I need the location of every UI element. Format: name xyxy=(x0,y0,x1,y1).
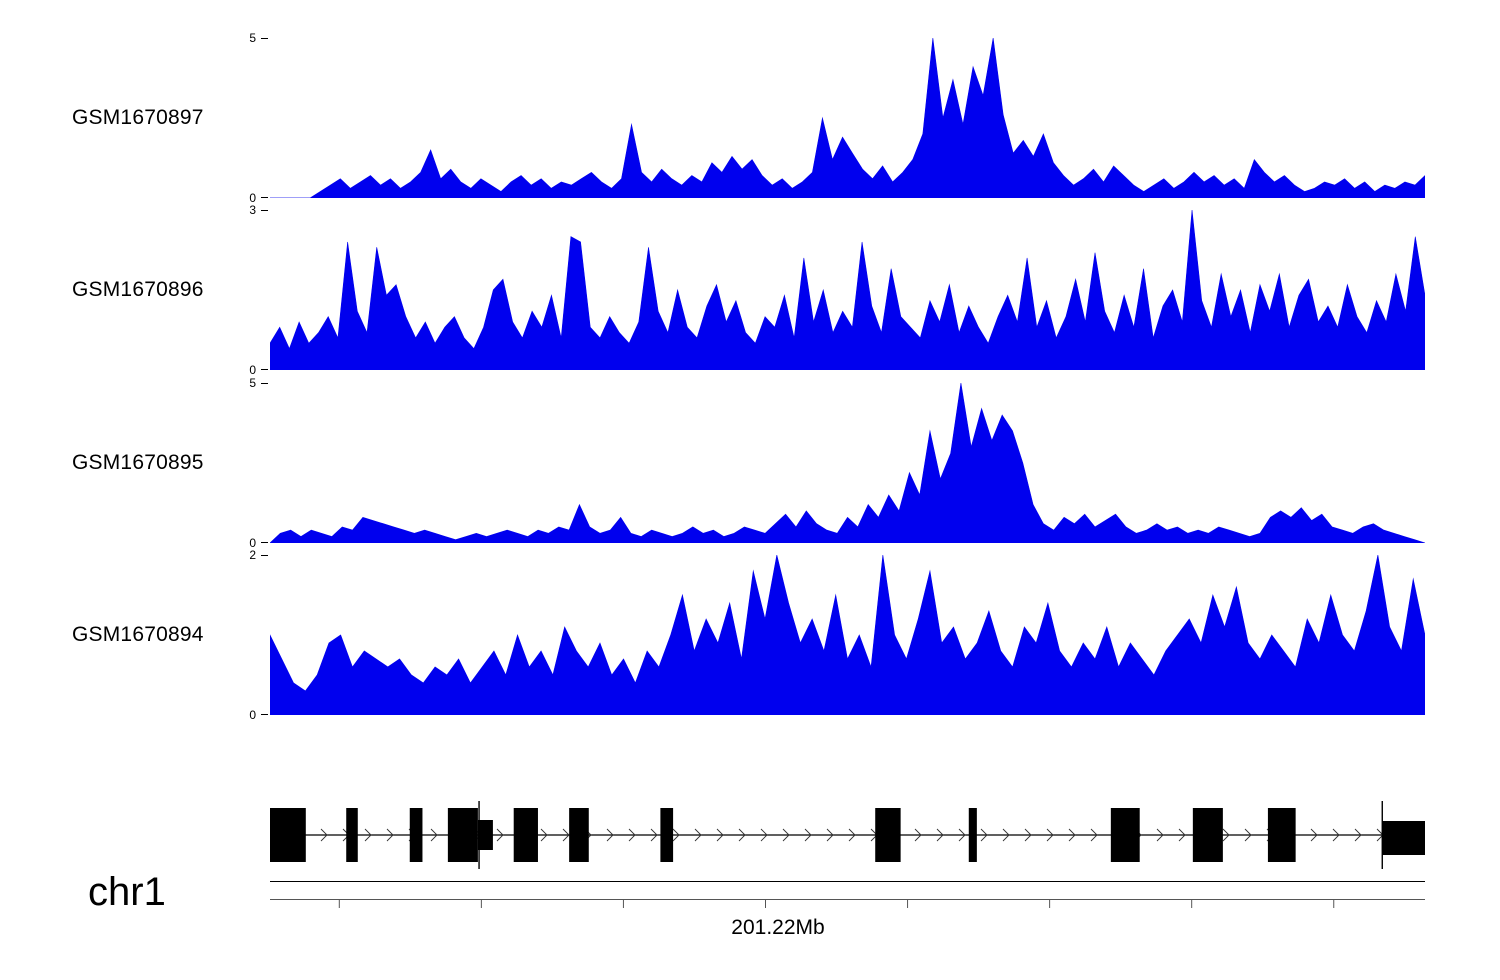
y-axis-tick-mark xyxy=(261,369,268,370)
coverage-track: GSM1670897 5 0 xyxy=(0,32,1500,204)
y-axis-tick-mark xyxy=(261,210,268,211)
y-axis-tick-mark xyxy=(261,555,268,556)
coverage-area-svg xyxy=(270,383,1425,543)
coverage-area-svg xyxy=(270,210,1425,370)
coverage-area-svg xyxy=(270,38,1425,198)
y-axis-max-label: 2 xyxy=(249,548,256,562)
gene-track-separator-line xyxy=(270,881,1425,882)
y-axis-max-label: 3 xyxy=(249,203,256,217)
y-axis-max-label: 5 xyxy=(249,376,256,390)
y-axis-tick-mark xyxy=(261,38,268,39)
coverage-track: GSM1670894 2 0 xyxy=(0,549,1500,721)
coverage-track: GSM1670895 5 0 xyxy=(0,377,1500,549)
genome-axis-svg xyxy=(270,899,1425,908)
track-label: GSM1670894 xyxy=(72,623,204,646)
y-axis-tick-mark xyxy=(261,197,268,198)
y-axis-zero-label: 0 xyxy=(249,363,256,377)
y-axis-tick-mark xyxy=(261,383,268,384)
y-axis-tick-mark xyxy=(261,542,268,543)
chromosome-label: chr1 xyxy=(88,870,166,914)
y-axis-zero-label: 0 xyxy=(249,536,256,550)
position-label: 201.22Mb xyxy=(731,916,825,939)
track-label: GSM1670895 xyxy=(72,451,204,474)
y-axis-tick-mark xyxy=(261,714,268,715)
gene-model-svg xyxy=(270,801,1425,869)
coverage-track: GSM1670896 3 0 xyxy=(0,204,1500,376)
y-axis-zero-label: 0 xyxy=(249,191,256,205)
y-axis-max-label: 5 xyxy=(249,31,256,45)
track-label: GSM1670897 xyxy=(72,106,204,129)
track-label: GSM1670896 xyxy=(72,278,204,301)
y-axis-zero-label: 0 xyxy=(249,708,256,722)
coverage-area-svg xyxy=(270,555,1425,715)
